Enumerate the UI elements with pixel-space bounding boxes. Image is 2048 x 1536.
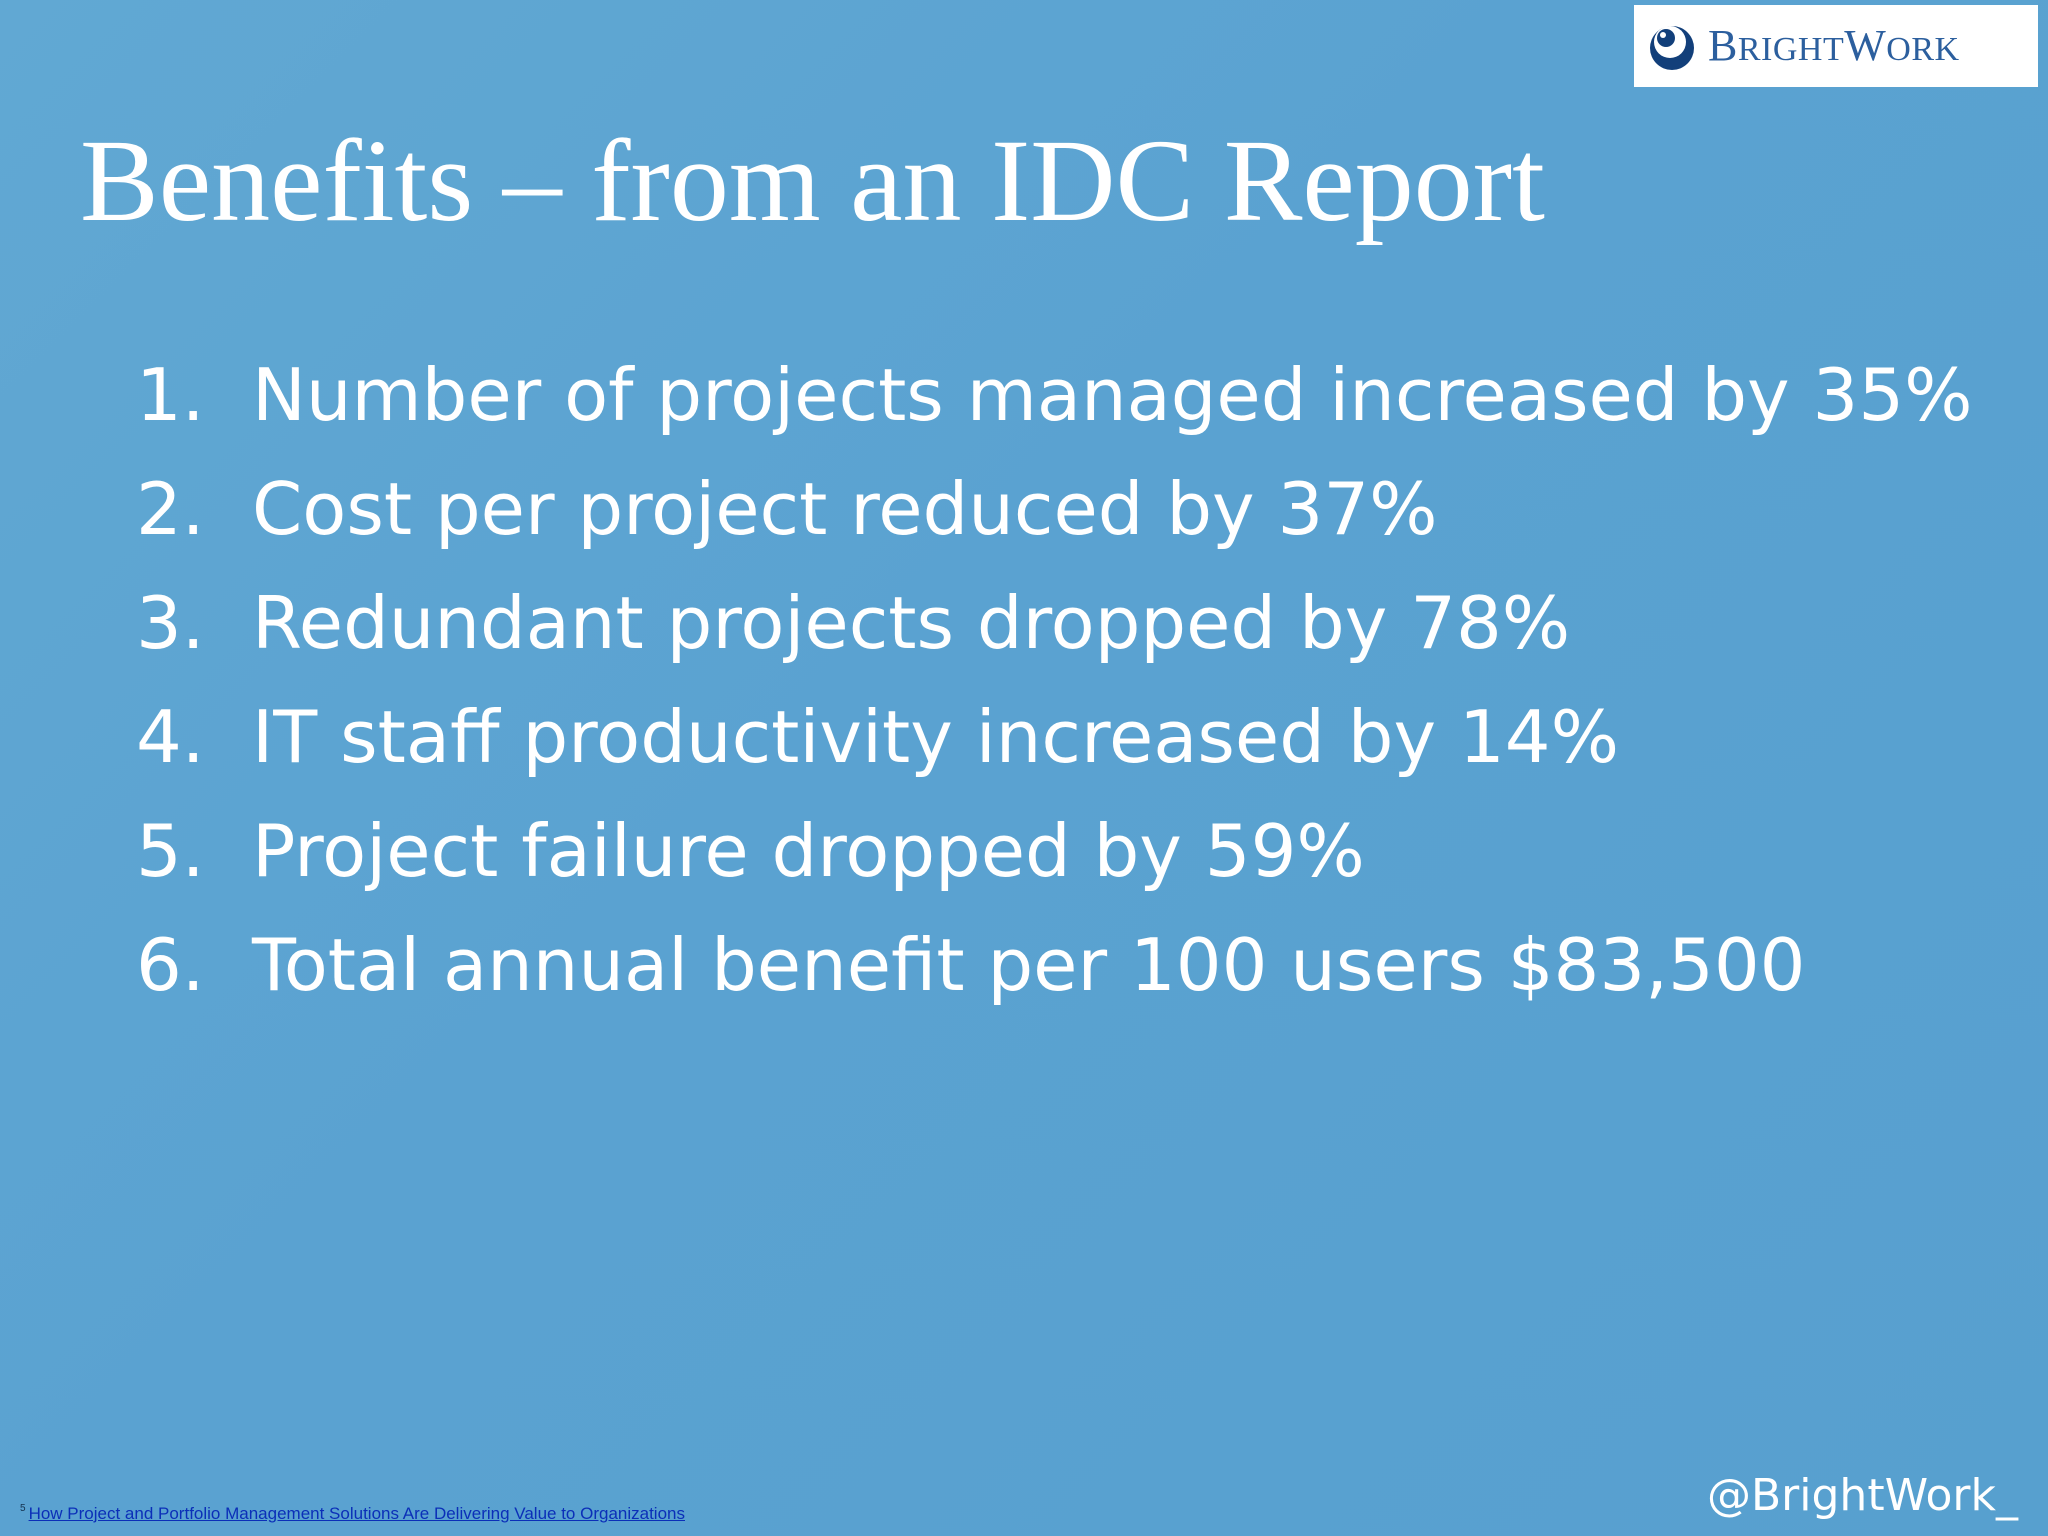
list-item-number: 2.: [136, 467, 205, 551]
list-item-number: 6.: [136, 923, 205, 1007]
twitter-handle: @BrightWork_: [1707, 1470, 2018, 1521]
footnote: 5 How Project and Portfolio Management So…: [20, 1503, 685, 1524]
brightwork-logo-icon: [1650, 26, 1694, 70]
list-item: 4. IT staff productivity increased by 14…: [136, 680, 1973, 794]
list-item-text: Project failure dropped by 59%: [252, 809, 1365, 893]
benefits-list: 1. Number of projects managed increased …: [136, 338, 1973, 1022]
list-item: 5. Project failure dropped by 59%: [136, 794, 1973, 908]
list-item: 3. Redundant projects dropped by 78%: [136, 566, 1973, 680]
list-item: 2. Cost per project reduced by 37%: [136, 452, 1973, 566]
list-item: 6. Total annual benefit per 100 users $8…: [136, 908, 1973, 1022]
list-item-number: 4.: [136, 695, 205, 779]
slide-title: Benefits – from an IDC Report: [80, 115, 1545, 246]
brightwork-logo: BRIGHTWORK: [1634, 5, 2038, 87]
list-item-number: 5.: [136, 809, 205, 893]
list-item-text: Number of projects managed increased by …: [252, 353, 1973, 437]
logo-wordmark: BRIGHTWORK: [1708, 21, 1960, 70]
list-item-number: 1.: [136, 353, 205, 437]
footnote-link[interactable]: How Project and Portfolio Management Sol…: [28, 1504, 685, 1523]
list-item-text: Redundant projects dropped by 78%: [252, 581, 1571, 665]
list-item: 1. Number of projects managed increased …: [136, 338, 1973, 452]
footnote-marker: 5: [20, 1503, 26, 1514]
list-item-text: Total annual benefit per 100 users $83,5…: [252, 923, 1806, 1007]
list-item-text: IT staff productivity increased by 14%: [252, 695, 1620, 779]
list-item-text: Cost per project reduced by 37%: [252, 467, 1438, 551]
list-item-number: 3.: [136, 581, 205, 665]
